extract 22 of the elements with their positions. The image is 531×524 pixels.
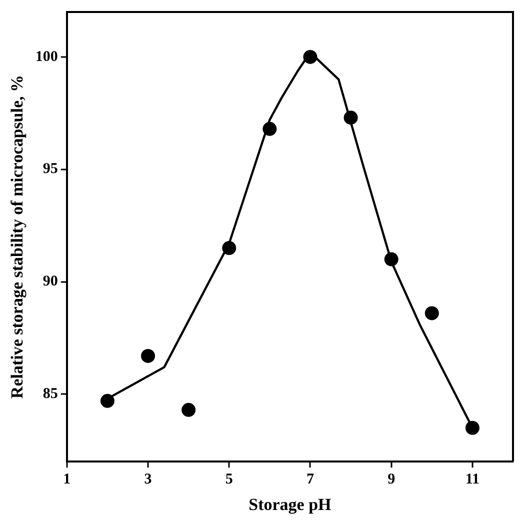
x-tick-label: 7	[306, 471, 314, 488]
y-axis-title: Relative storage stability of microcapsule, %	[8, 75, 27, 399]
x-tick-label: 1	[63, 471, 71, 488]
point	[303, 50, 318, 64]
x-tick-label: 11	[465, 471, 480, 488]
y-tick-label: 100	[35, 48, 58, 65]
x-tick-label: 3	[144, 471, 152, 488]
x-tick-label: 9	[388, 471, 396, 488]
point	[344, 110, 358, 125]
point	[141, 348, 156, 363]
point	[262, 122, 277, 136]
point	[100, 394, 114, 408]
x-axis-title: Storage pH	[248, 495, 332, 514]
point	[424, 306, 439, 320]
point	[465, 420, 480, 435]
x-tick-label: 5	[225, 471, 233, 488]
y-tick-label: 85	[42, 386, 58, 402]
y-tick-label: 90	[42, 274, 58, 290]
y-tick-label: 95	[42, 161, 58, 178]
point	[222, 241, 236, 256]
point	[182, 402, 196, 417]
point	[384, 252, 398, 266]
